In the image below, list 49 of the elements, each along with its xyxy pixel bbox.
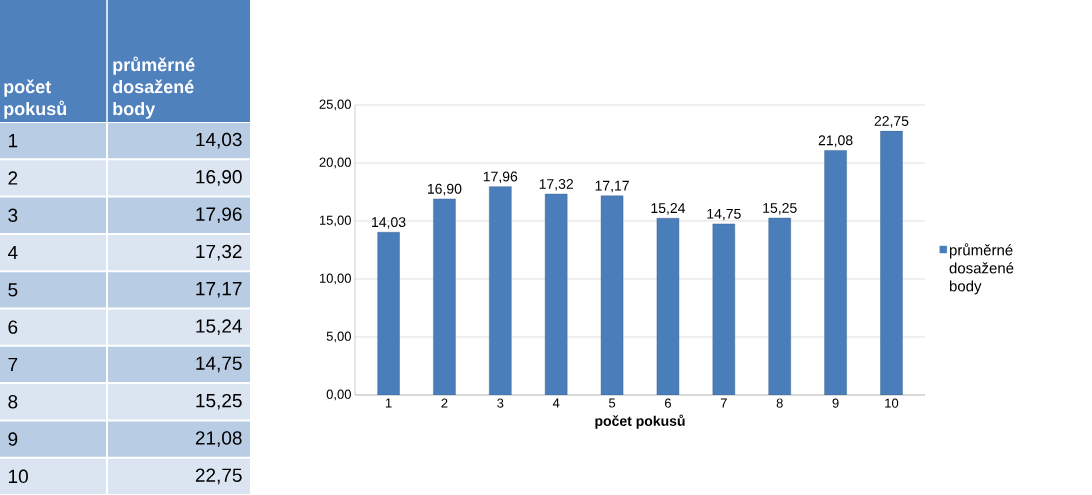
- text: 15,24: [196, 319, 242, 335]
- text: 22,75: [195, 468, 242, 485]
- text: 15,25: [196, 393, 242, 410]
- category-label: 5: [8, 283, 18, 297]
- x-tick-label: 4: [552, 398, 560, 408]
- data-label: 15,24: [651, 203, 686, 215]
- x-tick-label: 9: [832, 398, 839, 408]
- x-tick-label: 2: [441, 398, 448, 408]
- x-tick-label: 8: [776, 398, 783, 408]
- category-label: 7: [8, 357, 18, 371]
- y-tick-label: 10,00: [319, 273, 351, 285]
- text: 16,90: [196, 170, 242, 186]
- category-label: 4: [7, 246, 18, 260]
- data-label: 16,90: [427, 183, 462, 196]
- category-label: 6: [8, 320, 18, 334]
- category-label: 3: [8, 208, 18, 222]
- legend-label: průměrné dosažené body: [949, 243, 1014, 295]
- x-tick-label: 3: [497, 398, 504, 408]
- data-label: 17,32: [539, 178, 573, 191]
- text: 17,96: [196, 207, 242, 224]
- y-tick-label: 20,00: [319, 157, 351, 169]
- data-label: 17,17: [595, 180, 629, 193]
- x-tick-label: 7: [720, 398, 727, 408]
- y-tick-label: 0,00: [326, 389, 351, 401]
- x-tick-label: 1: [385, 398, 392, 408]
- data-label: 21,08: [818, 135, 853, 147]
- text: 17,32: [196, 244, 242, 261]
- data-label: 14,03: [372, 217, 406, 229]
- text: 21,08: [195, 431, 242, 447]
- text: 14,03: [196, 132, 242, 149]
- x-tick-label: 6: [664, 398, 671, 408]
- category-label: 2: [8, 171, 18, 185]
- text: 14,75: [196, 356, 242, 373]
- text: 17,17: [196, 282, 242, 298]
- y-tick-label: 25,00: [319, 99, 351, 111]
- data-label: 14,75: [707, 208, 741, 221]
- data-label: 17,96: [483, 171, 518, 184]
- category-label: 9: [8, 432, 18, 446]
- data-label: 22,75: [874, 115, 909, 128]
- category-label: 1: [8, 134, 18, 148]
- data-label: 15,25: [763, 202, 797, 215]
- x-tick-label: 10: [885, 398, 899, 408]
- category-label: 10: [8, 469, 28, 484]
- y-tick-label: 5,00: [326, 331, 351, 343]
- text: průměrné dosažené body: [112, 56, 195, 119]
- x-axis-title: počet pokusů: [595, 414, 685, 429]
- text: počet pokusů: [4, 79, 67, 119]
- y-tick-label: 15,00: [319, 215, 351, 227]
- x-tick-label: 5: [608, 398, 616, 408]
